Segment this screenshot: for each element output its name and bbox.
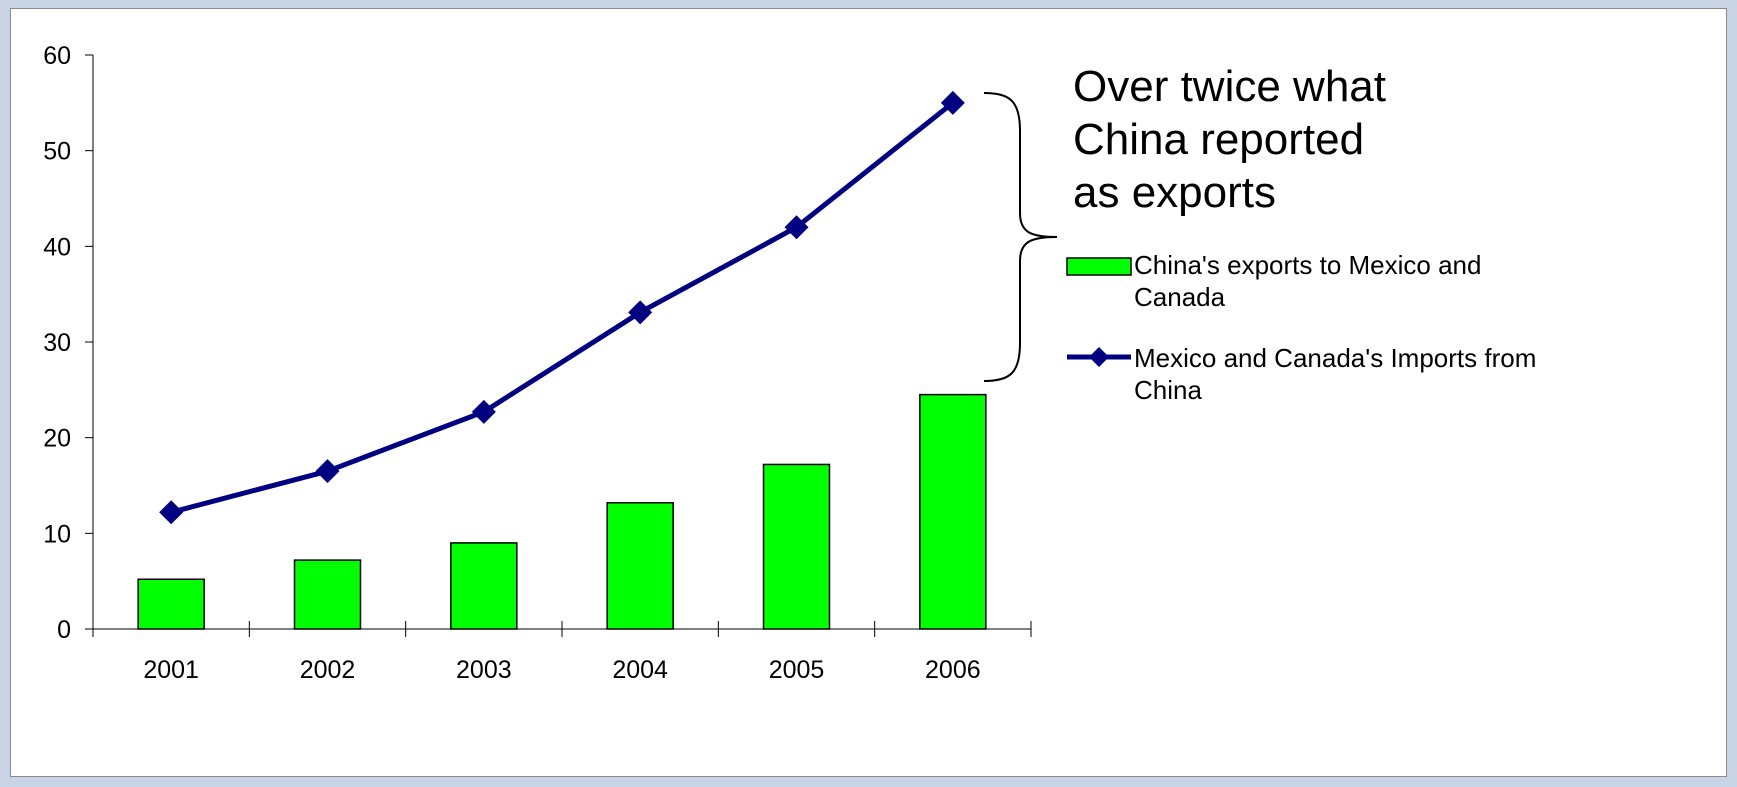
line-marker — [159, 500, 184, 525]
bar — [450, 542, 518, 630]
bar — [137, 578, 205, 630]
chart-frame: 0 10 20 30 40 50 60 2001 2002 2003 2004 2005 2006 Ove… — [10, 8, 1727, 777]
x-tick-label: 2002 — [300, 656, 356, 684]
x-tick-label: 2005 — [769, 656, 825, 684]
line-marker — [784, 215, 809, 240]
x-tick-label: 2006 — [925, 656, 981, 684]
y-tick-label: 40 — [43, 233, 71, 261]
annotation-text: as exports — [1073, 168, 1276, 217]
combo-chart: 0 10 20 30 40 50 60 2001 2002 2003 2004 2005 2006 Ove… — [43, 42, 1536, 684]
legend-label: China's exports to Mexico and — [1134, 250, 1481, 280]
bar — [762, 463, 831, 630]
x-tick-label: 2004 — [612, 656, 668, 684]
annotation-text: Over twice what — [1073, 62, 1386, 111]
y-tick-label: 10 — [43, 520, 71, 548]
y-tick-label: 30 — [43, 329, 71, 357]
y-tick-label: 50 — [43, 138, 71, 166]
y-tick-label: 60 — [43, 42, 71, 70]
bar — [919, 393, 987, 630]
legend-label: China — [1134, 375, 1202, 405]
line-marker — [315, 459, 340, 484]
bar — [293, 559, 362, 630]
y-tick-label: 20 — [43, 425, 71, 453]
y-tick-label: 0 — [57, 616, 71, 644]
x-tick-label: 2001 — [143, 656, 199, 684]
annotation-text: China reported — [1073, 115, 1364, 164]
line-marker — [471, 399, 496, 424]
bar — [606, 501, 674, 630]
curly-brace-bracket — [983, 92, 1058, 382]
series-line — [170, 100, 955, 515]
line-marker — [940, 90, 965, 115]
x-tick-label: 2003 — [456, 656, 512, 684]
legend-label: Mexico and Canada's Imports from — [1134, 343, 1536, 373]
legend-swatch-bar — [1066, 257, 1132, 276]
line-marker — [628, 300, 653, 325]
legend-swatch-marker — [1089, 347, 1109, 367]
legend-label: Canada — [1134, 282, 1226, 312]
